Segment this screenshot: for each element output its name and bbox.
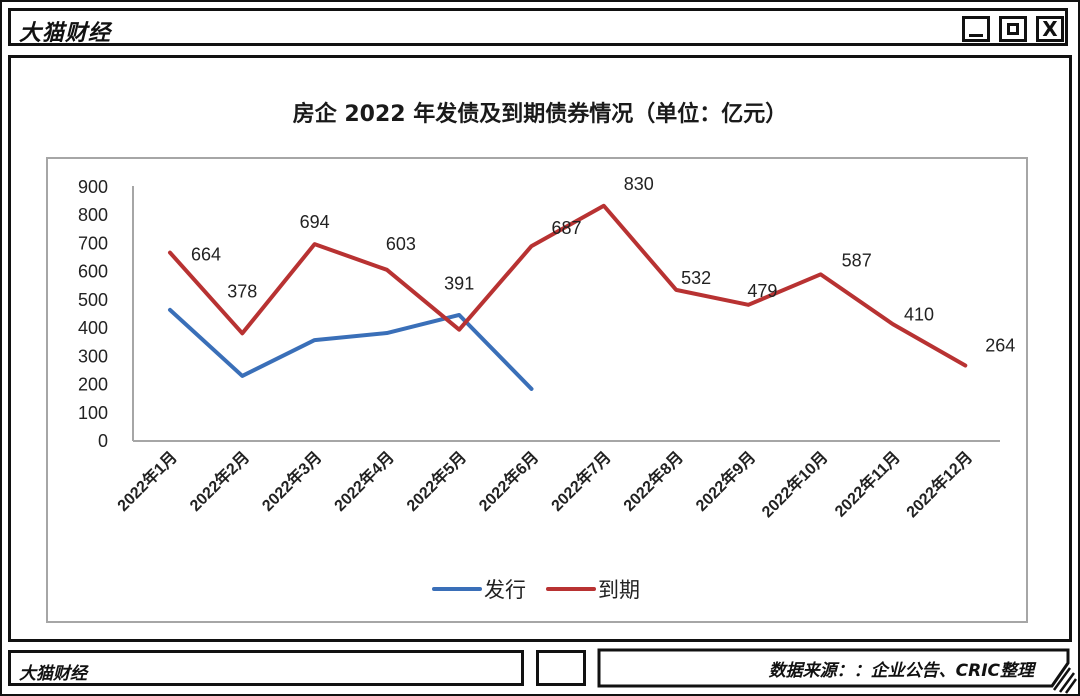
data-label: 410 <box>904 304 934 324</box>
window-titlebar: 大猫财经 X <box>8 8 1068 46</box>
data-labels: 664 378 694 603 391 687 830 532 479 587 410 264 <box>191 174 1015 356</box>
chart-axes <box>132 186 1000 442</box>
chart-legend: 发行 到期 <box>432 578 640 602</box>
legend-maturity-label: 到期 <box>598 578 640 602</box>
data-label: 378 <box>227 281 257 301</box>
y-tick-label: 900 <box>78 177 108 197</box>
y-tick-label: 200 <box>78 375 108 395</box>
chart-frame <box>46 157 1028 623</box>
x-tick-label: 2022年10月 <box>758 447 832 521</box>
y-tick-label: 700 <box>78 233 108 253</box>
x-tick-label: 2022年12月 <box>902 447 976 521</box>
y-tick-label: 800 <box>78 205 108 225</box>
maximize-icon <box>1007 23 1019 35</box>
y-tick-label: 100 <box>78 403 108 423</box>
data-label: 687 <box>551 218 581 238</box>
data-label: 830 <box>624 174 654 194</box>
x-tick-label: 2022年7月 <box>547 447 615 515</box>
x-axis-ticks: 2022年1月 2022年2月 2022年3月 2022年4月 2022年5月 2022年… <box>113 447 976 521</box>
window-title: 大猫财经 <box>19 21 112 46</box>
footer-brand: 大猫财经 <box>19 664 87 684</box>
chart-title: 房企 2022 年发债及到期债券情况（单位：亿元） <box>292 102 788 127</box>
x-tick-label: 2022年11月 <box>831 447 904 520</box>
data-label: 479 <box>747 281 777 301</box>
close-button[interactable]: X <box>1036 16 1064 42</box>
x-tick-label: 2022年6月 <box>475 447 543 515</box>
close-icon: X <box>1042 17 1058 41</box>
data-source: 数据来源：：企业公告、CRIC整理 <box>768 661 1034 681</box>
data-label: 264 <box>985 335 1015 355</box>
x-tick-label: 2022年8月 <box>619 447 687 515</box>
minimize-icon <box>969 33 983 37</box>
issue-series-line <box>168 307 534 391</box>
x-tick-label: 2022年2月 <box>186 447 254 515</box>
data-label: 587 <box>842 250 872 270</box>
data-label: 532 <box>681 268 711 288</box>
content-panel <box>8 55 1072 642</box>
x-tick-label: 2022年1月 <box>113 447 181 515</box>
data-label: 694 <box>300 212 330 232</box>
y-tick-label: 0 <box>98 431 108 451</box>
footer-spacer-box <box>536 650 586 686</box>
footer-brand-box: 大猫财经 <box>8 650 524 686</box>
y-tick-label: 600 <box>78 262 108 282</box>
x-tick-label: 2022年9月 <box>692 447 760 515</box>
maximize-button[interactable] <box>999 16 1027 42</box>
maturity-series-line <box>168 203 968 368</box>
data-label: 664 <box>191 245 221 265</box>
minimize-button[interactable] <box>962 16 990 42</box>
y-tick-label: 400 <box>78 318 108 338</box>
data-label: 603 <box>386 234 416 254</box>
chart-series <box>168 203 968 391</box>
x-tick-label: 2022年5月 <box>402 447 470 515</box>
y-axis-ticks: 0 100 200 300 400 500 600 700 800 900 <box>78 177 108 451</box>
x-tick-label: 2022年3月 <box>258 447 326 515</box>
y-tick-label: 500 <box>78 290 108 310</box>
x-tick-label: 2022年4月 <box>330 447 398 515</box>
y-tick-label: 300 <box>78 346 108 366</box>
data-label: 391 <box>444 274 474 294</box>
legend-issue-label: 发行 <box>484 578 526 602</box>
